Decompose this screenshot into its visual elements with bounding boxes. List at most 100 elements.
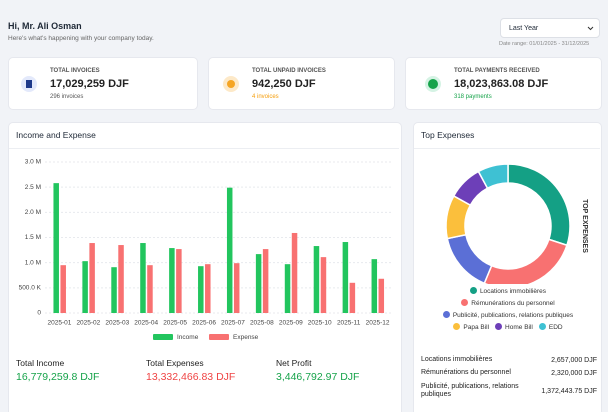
y-tick-label: 2.0 M <box>25 209 41 216</box>
kpi-card: TOTAL INVOICES 17,029,259 DJF 296 invoic… <box>8 57 198 110</box>
bar <box>169 248 175 313</box>
bar <box>147 265 153 313</box>
x-tick-label: 2025-06 <box>192 320 216 327</box>
bar <box>53 183 59 313</box>
kpi-card: TOTAL PAYMENTS RECEIVED 18,023,863.08 DJ… <box>405 57 602 110</box>
bar <box>233 263 240 313</box>
legend-swatch <box>153 334 173 340</box>
legend-label: Rémunérations du personnel <box>471 300 555 307</box>
legend-dot <box>538 323 546 330</box>
income-card <box>8 122 402 412</box>
legend-item: Rémunérations du personnel <box>461 299 555 307</box>
summary-value: 13,332,466.83 DJF <box>146 371 236 383</box>
card-title: Income and Expense <box>16 130 96 140</box>
summary-label: Net Profit <box>276 358 312 368</box>
divider <box>414 148 600 149</box>
legend-label: Income <box>177 334 199 341</box>
legend-item: Papa Bill <box>453 323 489 331</box>
legend-label: Papa Bill <box>463 324 490 331</box>
legend-dot <box>453 323 461 330</box>
expense-row: Publicité, publications, relations publi… <box>421 383 597 399</box>
bar <box>111 267 117 313</box>
bar <box>176 249 182 313</box>
legend-item: Publicité, publications, relations publi… <box>442 311 574 319</box>
kpi-card: TOTAL UNPAID INVOICES 942,250 DJF 4 invo… <box>208 57 395 110</box>
expense-value: 2,320,000 DJF <box>551 369 597 377</box>
legend-label: Expense <box>233 334 259 341</box>
bar <box>291 232 298 313</box>
x-tick-label: 2025-11 <box>337 320 361 327</box>
bar <box>342 242 349 313</box>
x-tick-label: 2025-12 <box>366 320 390 327</box>
kpi-note: 318 payments <box>454 94 492 100</box>
x-tick-label: 2025-03 <box>105 320 129 327</box>
expense-name: Publicité, publications, relations publi… <box>421 383 519 398</box>
legend-label: Publicité, publications, relations publi… <box>452 312 574 319</box>
bar <box>198 266 204 313</box>
x-tick-label: 2025-01 <box>48 320 72 327</box>
kpi-label: TOTAL INVOICES <box>50 68 100 74</box>
bar <box>82 261 88 313</box>
legend-dot <box>442 311 450 318</box>
summary-label: Total Expenses <box>146 358 204 368</box>
expense-name: Rémunérations du personnel <box>421 369 511 376</box>
donut-segment <box>507 163 571 247</box>
x-tick-label: 2025-05 <box>163 320 187 327</box>
donut-segment <box>477 163 509 190</box>
legend-label: Home Bill <box>505 324 533 331</box>
legend-item: Home Bill <box>495 323 533 331</box>
expense-value: 1,372,443.75 DJF <box>541 387 597 395</box>
period-select[interactable]: Last Year <box>500 18 600 38</box>
bar <box>349 282 356 313</box>
chevron <box>587 26 594 31</box>
bar <box>118 245 124 313</box>
x-tick-label: 2025-10 <box>308 320 332 327</box>
bar <box>378 278 385 313</box>
icon <box>425 76 441 92</box>
bar <box>313 246 320 313</box>
bar <box>89 243 95 313</box>
period-value: Last Year <box>509 25 539 32</box>
kpi-label: TOTAL UNPAID INVOICES <box>252 68 326 74</box>
subtitle: Here's what's happening with your compan… <box>8 35 154 42</box>
kpi-label: TOTAL PAYMENTS RECEIVED <box>454 68 540 74</box>
bar-chart: 0 500.0 K 1.0 M 1.5 M 2.0 M 2.5 M 3.0 M 2025-01… <box>19 159 392 341</box>
expense-row: Rémunérations du personnel 2,320,000 DJF <box>421 369 597 377</box>
bar <box>371 259 378 313</box>
kpi-value: 18,023,863.08 DJF <box>454 78 549 90</box>
legend-dot <box>461 299 469 306</box>
y-tick-label: 2.5 M <box>25 184 41 191</box>
expense-name: Locations immobilières <box>421 356 493 363</box>
legend-label: Locations immobilières <box>479 288 547 295</box>
summary-label: Total Income <box>16 358 65 368</box>
legend-label: EDD <box>548 324 563 331</box>
bar <box>284 264 291 313</box>
bar <box>60 265 66 313</box>
icon <box>223 76 239 92</box>
legend-dot <box>495 323 503 330</box>
kpi-value: 17,029,259 DJF <box>50 78 129 90</box>
x-tick-label: 2025-08 <box>250 320 274 327</box>
x-tick-label: 2025-02 <box>76 320 100 327</box>
kpi-value: 942,250 DJF <box>252 78 316 90</box>
icon <box>21 76 37 92</box>
donut-segment <box>446 233 493 284</box>
greeting: Hi, Mr. Ali Osman <box>8 21 82 31</box>
bar <box>262 249 269 313</box>
y-tick-label: 3.0 M <box>25 159 41 166</box>
expense-row: Locations immobilières 2,657,000 DJF <box>421 356 597 364</box>
y-tick-label: 1.0 M <box>25 259 41 266</box>
x-tick-label: 2025-07 <box>221 320 245 327</box>
donut-chart: TOP EXPENSES <box>445 163 588 284</box>
y-tick-label: 500.0 K <box>19 285 42 292</box>
bar <box>320 257 327 313</box>
legend-swatch <box>209 334 229 340</box>
divider <box>9 148 399 149</box>
y-tick-label: 1.5 M <box>25 234 41 241</box>
legend-dot <box>469 287 477 294</box>
kpi-note: 4 invoices <box>252 94 279 100</box>
kpi-note: 296 invoices <box>50 94 84 100</box>
card-title: Top Expenses <box>421 130 475 140</box>
summary-value: 16,779,259.8 DJF <box>16 371 100 383</box>
